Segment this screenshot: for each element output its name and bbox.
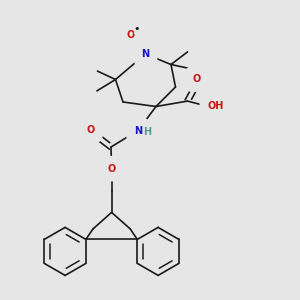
Text: OH: OH	[207, 100, 224, 111]
Text: O: O	[107, 164, 116, 174]
Text: O: O	[87, 125, 95, 135]
Text: O: O	[192, 74, 201, 84]
Text: N: N	[141, 49, 150, 59]
Text: H: H	[143, 127, 152, 137]
Text: •: •	[134, 24, 140, 34]
Text: O: O	[126, 29, 135, 40]
Text: N: N	[134, 125, 142, 136]
